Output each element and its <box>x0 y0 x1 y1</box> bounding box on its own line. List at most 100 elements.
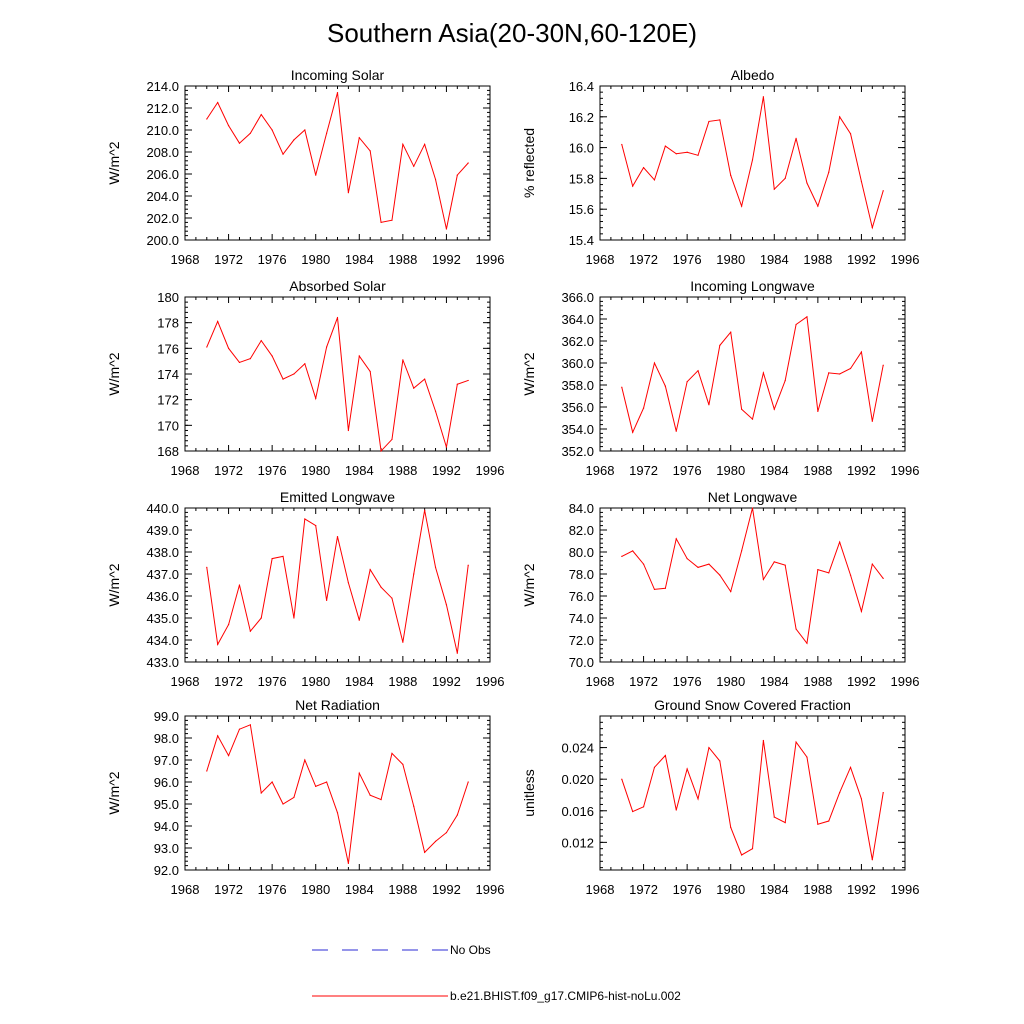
y-axis-label: W/m^2 <box>521 563 537 606</box>
x-tick-label: 1996 <box>476 252 505 267</box>
series-line-0 <box>206 92 469 230</box>
data-point <box>293 139 295 141</box>
data-point <box>271 558 273 560</box>
legend-label-no-obs: No Obs <box>450 943 491 957</box>
y-tick-label: 15.6 <box>569 202 594 217</box>
data-point <box>282 555 284 558</box>
x-tick-label: 1972 <box>629 882 658 897</box>
data-point <box>358 137 360 139</box>
y-tick-label: 0.016 <box>561 804 594 819</box>
x-tick-label: 1988 <box>388 252 417 267</box>
data-point <box>402 763 404 766</box>
y-tick-label: 206.0 <box>146 167 179 182</box>
data-point <box>730 591 732 593</box>
data-point <box>347 429 349 432</box>
data-point <box>326 781 328 783</box>
data-point <box>391 438 393 441</box>
y-tick-label: 356.0 <box>561 400 594 415</box>
y-tick-label: 440.0 <box>146 501 179 516</box>
y-tick-label: 439.0 <box>146 523 179 538</box>
data-point <box>304 363 306 365</box>
data-point <box>315 525 317 527</box>
data-point <box>762 372 764 374</box>
y-tick-label: 82.0 <box>569 523 594 538</box>
data-point <box>675 153 677 155</box>
data-point <box>806 642 808 644</box>
data-point <box>380 221 382 223</box>
x-tick-label: 1988 <box>803 252 832 267</box>
x-tick-label: 1976 <box>258 882 287 897</box>
series-line-0 <box>621 96 884 230</box>
data-point <box>828 572 830 574</box>
x-tick-label: 1980 <box>716 674 745 689</box>
data-point <box>871 227 873 229</box>
chart-panel-1: Albedo % reflected 1968 1972 1976 1980 1984 198… <box>521 67 919 267</box>
y-tick-label: 174 <box>157 367 179 382</box>
data-point <box>828 820 830 822</box>
plot-frame <box>184 507 491 663</box>
y-tick-label: 99.0 <box>154 709 179 724</box>
y-tick-label: 16.0 <box>569 141 594 156</box>
y-tick-label: 16.4 <box>569 79 594 94</box>
x-tick-label: 1996 <box>476 882 505 897</box>
y-tick-label: 78.0 <box>569 567 594 582</box>
data-point <box>456 814 458 816</box>
data-point <box>206 346 208 348</box>
chart-panel-5: Net Longwave W/m^2 1968 1972 1976 1980 1984 198… <box>521 489 919 689</box>
y-tick-label: 94.0 <box>154 819 179 834</box>
y-tick-label: 0.012 <box>561 835 594 850</box>
data-point <box>817 410 819 412</box>
data-point <box>434 178 437 181</box>
data-point <box>882 792 884 794</box>
panel-title: Ground Snow Covered Fraction <box>654 697 851 713</box>
series-line-0 <box>206 510 469 654</box>
data-point <box>304 759 306 761</box>
data-point <box>206 770 208 772</box>
data-point <box>238 142 241 144</box>
series-line-0 <box>621 315 884 434</box>
y-tick-label: 72.0 <box>569 633 594 648</box>
series-line-0 <box>206 317 469 453</box>
x-tick-label: 1988 <box>388 674 417 689</box>
x-tick-label: 1976 <box>258 674 287 689</box>
plot-frame <box>599 507 906 663</box>
x-tick-label: 1976 <box>673 252 702 267</box>
data-point <box>806 756 808 758</box>
data-point <box>741 205 743 207</box>
data-point <box>751 507 754 509</box>
data-point <box>664 385 666 387</box>
data-point <box>642 806 645 808</box>
x-tick-label: 1988 <box>388 463 417 478</box>
data-point <box>675 430 677 432</box>
y-tick-label: 172 <box>157 393 179 408</box>
x-tick-label: 1976 <box>258 252 287 267</box>
data-point <box>315 174 317 176</box>
plot-frame <box>599 296 906 452</box>
y-axis-label: W/m^2 <box>106 352 122 395</box>
data-point <box>817 569 819 571</box>
data-point <box>391 752 393 755</box>
data-point <box>227 347 230 349</box>
y-tick-label: 76.0 <box>569 589 594 604</box>
data-point <box>784 822 786 824</box>
data-point <box>795 323 797 326</box>
data-point <box>849 766 852 768</box>
data-point <box>227 755 230 757</box>
data-point <box>238 361 241 364</box>
data-point <box>347 862 349 865</box>
data-point <box>293 796 295 799</box>
chart-panel-6: Net Radiation W/m^2 1968 1972 1976 1980 1984 19… <box>106 697 504 897</box>
data-point <box>632 185 634 187</box>
data-point <box>402 359 404 361</box>
data-point <box>664 587 666 589</box>
y-axis-label: W/m^2 <box>106 141 122 184</box>
data-point <box>762 578 764 581</box>
data-point <box>653 179 656 181</box>
data-point <box>741 408 743 410</box>
data-point <box>839 792 841 794</box>
x-tick-label: 1996 <box>891 882 920 897</box>
y-tick-label: 98.0 <box>154 731 179 746</box>
y-tick-label: 0.024 <box>561 741 594 756</box>
data-point <box>849 133 852 135</box>
legend-label-model: b.e21.BHIST.f09_g17.CMIP6-hist-noLu.002 <box>450 989 681 1003</box>
